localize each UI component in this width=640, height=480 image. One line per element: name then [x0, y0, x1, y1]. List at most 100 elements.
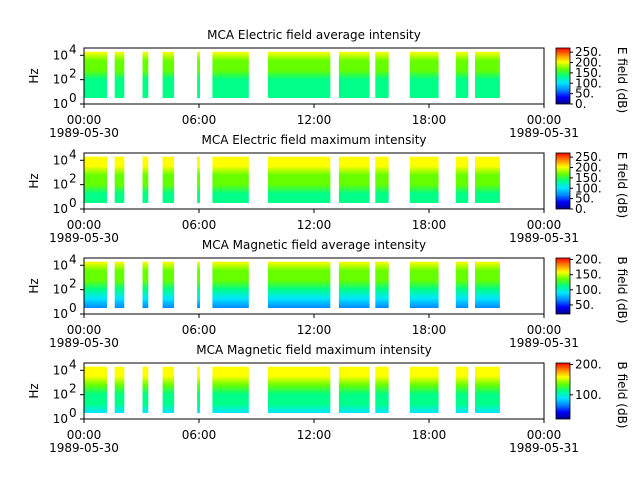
data-segment	[268, 156, 331, 203]
x-tick-date: 1989-05-30	[49, 126, 119, 140]
panel-title: MCA Magnetic field average intensity	[202, 238, 426, 252]
x-tick-label: 00:00	[527, 323, 562, 337]
data-segment	[455, 261, 469, 308]
data-segment	[338, 156, 370, 203]
panel-title: MCA Electric field average intensity	[207, 28, 421, 42]
data-segment	[409, 261, 439, 308]
colorbar	[555, 152, 571, 210]
y-tick-label: 10	[53, 258, 68, 272]
y-tick-label: 10	[53, 202, 68, 216]
y-tick-exponent: 4	[69, 147, 77, 161]
data-segment	[455, 156, 469, 203]
y-tick-exponent: 0	[69, 406, 77, 420]
data-segment	[142, 51, 149, 98]
y-axis-label: Hz	[27, 68, 41, 83]
colorbar-tick-label: 150.	[575, 268, 602, 282]
y-tick-exponent: 2	[69, 67, 77, 81]
data-segment	[114, 156, 125, 203]
x-tick-date: 1989-05-31	[509, 126, 579, 140]
x-tick-label: 06:00	[182, 428, 217, 442]
data-segment	[212, 366, 249, 413]
data-segment	[212, 156, 249, 203]
x-tick-label: 00:00	[67, 323, 102, 337]
x-tick-date: 1989-05-31	[509, 336, 579, 350]
y-tick-exponent: 0	[69, 301, 77, 315]
x-tick-label: 06:00	[182, 113, 217, 127]
data-segment	[268, 261, 331, 308]
x-tick-label: 12:00	[297, 113, 332, 127]
y-tick-exponent: 2	[69, 382, 77, 396]
x-tick-date: 1989-05-31	[509, 441, 579, 455]
data-segment	[338, 366, 370, 413]
x-tick-date: 1989-05-30	[49, 336, 119, 350]
colorbar-tick-label: 100.	[575, 388, 602, 402]
y-tick-label: 10	[53, 178, 68, 192]
data-segment	[197, 51, 200, 98]
colorbar-tick-label: 50.	[575, 87, 594, 101]
x-tick-label: 18:00	[412, 323, 447, 337]
panel-1: MCA Electric field average intensity 10 0 1…	[27, 28, 629, 140]
colorbar-tick-label: 100.	[575, 283, 602, 297]
x-tick-label: 06:00	[182, 218, 217, 232]
y-tick-label: 10	[53, 412, 68, 426]
data-segment	[84, 366, 107, 413]
x-tick-label: 00:00	[527, 428, 562, 442]
x-tick-label: 18:00	[412, 218, 447, 232]
data-segment	[338, 261, 370, 308]
data-segment	[84, 261, 107, 308]
y-tick-exponent: 0	[69, 196, 77, 210]
colorbar	[555, 47, 571, 105]
x-tick-label: 12:00	[297, 323, 332, 337]
y-tick-exponent: 0	[69, 91, 77, 105]
x-tick-label: 00:00	[527, 218, 562, 232]
data-segment	[409, 366, 439, 413]
x-tick-label: 18:00	[412, 113, 447, 127]
x-tick-date: 1989-05-30	[49, 231, 119, 245]
data-segment	[338, 51, 370, 98]
y-tick-label: 10	[53, 307, 68, 321]
colorbar-tick-label: 0.	[575, 202, 586, 216]
data-segment	[197, 366, 200, 413]
x-tick-label: 00:00	[527, 113, 562, 127]
x-tick-label: 00:00	[67, 428, 102, 442]
data-segment	[142, 261, 149, 308]
y-axis-label: Hz	[27, 383, 41, 398]
data-segment	[455, 51, 469, 98]
data-segment	[142, 156, 149, 203]
data-segment	[475, 366, 500, 413]
x-tick-date: 1989-05-31	[509, 231, 579, 245]
data-segment	[268, 366, 331, 413]
data-segment	[375, 261, 389, 308]
data-segment	[162, 366, 175, 413]
data-segment	[162, 51, 175, 98]
x-tick-label: 12:00	[297, 218, 332, 232]
data-segment	[114, 51, 125, 98]
x-tick-label: 06:00	[182, 323, 217, 337]
colorbar-tick-label: 100.	[575, 181, 602, 195]
y-tick-label: 10	[53, 97, 68, 111]
y-tick-label: 10	[53, 283, 68, 297]
data-segment	[212, 51, 249, 98]
panel-title: MCA Electric field maximum intensity	[201, 133, 426, 147]
panel-title: MCA Magnetic field maximum intensity	[196, 343, 432, 357]
colorbar-tick-label: 150.	[575, 171, 602, 185]
y-tick-label: 10	[53, 153, 68, 167]
data-segment	[375, 366, 389, 413]
data-segment	[409, 51, 439, 98]
colorbar	[555, 257, 571, 315]
x-tick-label: 00:00	[67, 113, 102, 127]
y-tick-exponent: 2	[69, 172, 77, 186]
data-segment	[84, 51, 107, 98]
colorbar-tick-label: 150.	[575, 66, 602, 80]
data-segment	[475, 156, 500, 203]
colorbar-label: B field (dB)	[615, 362, 629, 429]
colorbar-tick-label: 200.	[575, 161, 602, 175]
data-segment	[197, 261, 200, 308]
colorbar-tick-label: 250.	[575, 45, 602, 59]
data-segment	[455, 366, 469, 413]
colorbar-tick-label: 200.	[575, 358, 602, 372]
y-tick-exponent: 2	[69, 277, 77, 291]
data-segment	[375, 51, 389, 98]
data-segment	[114, 261, 125, 308]
